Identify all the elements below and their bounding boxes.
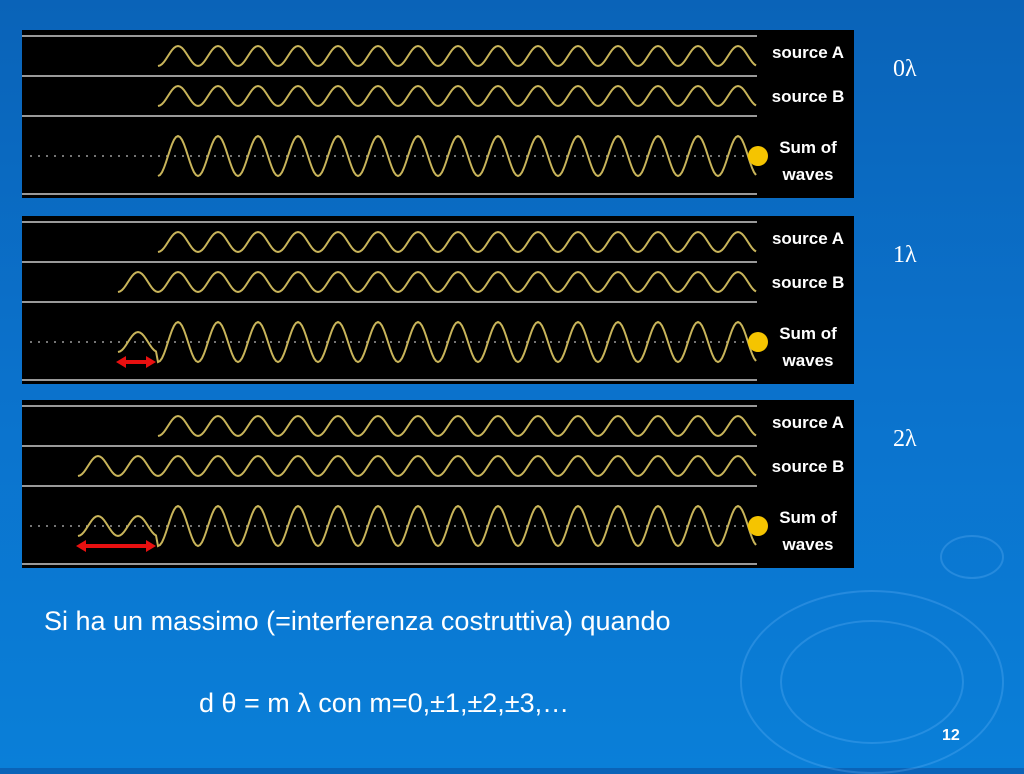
wave-diagram: [22, 405, 768, 565]
wave-panel: source A source B Sum of waves: [22, 400, 854, 568]
arrow-head-left: [116, 356, 126, 368]
decorative-ripple: [940, 535, 1004, 579]
sum-wave: [117, 320, 757, 364]
path-difference-label: 1λ: [893, 242, 917, 268]
source-b-label: source B: [771, 87, 845, 106]
source-b-wave: [157, 84, 757, 108]
sum-label: Sum of: [779, 508, 837, 527]
source-b-label: source B: [771, 273, 845, 292]
sum-label-waves: waves: [782, 165, 834, 184]
wave-panel: source A source B Sum of waves: [22, 30, 854, 198]
source-a-label: source A: [771, 229, 845, 248]
wave-diagram: [22, 221, 768, 381]
source-b-label: source B: [771, 457, 845, 476]
path-difference-label: 0λ: [893, 56, 917, 82]
yellow-dot-marker: [748, 516, 768, 536]
yellow-dot-marker: [748, 146, 768, 166]
source-b-wave: [117, 270, 757, 294]
decorative-ripple: [740, 590, 1004, 774]
wave-panel: source A source B Sum of waves: [22, 216, 854, 384]
sum-wave: [77, 504, 757, 548]
source-a-label: source A: [771, 43, 845, 62]
arrow-head-right: [146, 540, 156, 552]
source-a-label: source A: [771, 413, 845, 432]
page-number: 12: [942, 727, 960, 744]
source-a-wave: [157, 44, 757, 68]
wave-diagram: [22, 35, 768, 195]
explanation-text: Si ha un massimo (=interferenza costrutt…: [44, 606, 671, 636]
arrow-head-right: [146, 356, 156, 368]
formula-text: d θ = m λ con m=0,±1,±2,±3,…: [199, 688, 570, 718]
source-a-wave: [157, 230, 757, 254]
arrow-head-left: [76, 540, 86, 552]
sum-wave: [157, 134, 757, 178]
path-difference-label: 2λ: [893, 426, 917, 452]
sum-label-waves: waves: [782, 351, 834, 370]
source-b-wave: [77, 454, 757, 478]
sum-label: Sum of: [779, 138, 837, 157]
sum-label: Sum of: [779, 324, 837, 343]
yellow-dot-marker: [748, 332, 768, 352]
source-a-wave: [157, 414, 757, 438]
sum-label-waves: waves: [782, 535, 834, 554]
